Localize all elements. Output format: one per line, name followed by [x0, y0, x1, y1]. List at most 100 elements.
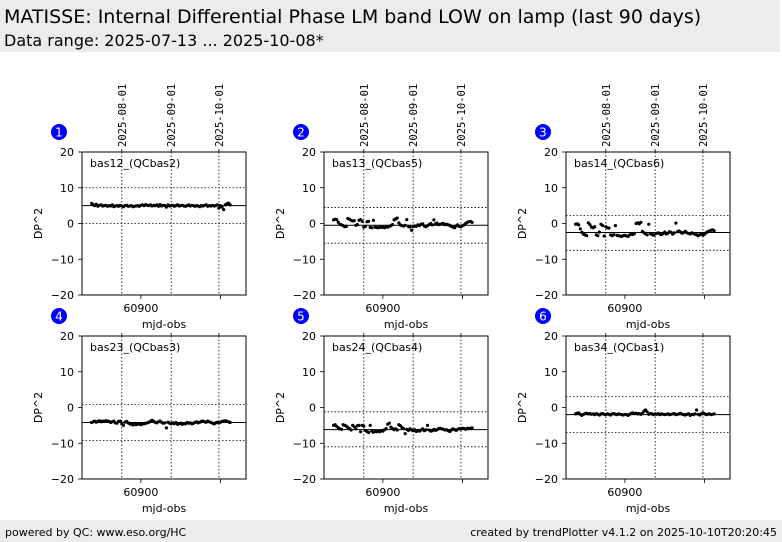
date-tick-label: 2025-08-01 — [359, 84, 371, 147]
date-tick-label: 2025-10-01 — [214, 84, 226, 147]
data-point — [164, 205, 168, 209]
data-point — [432, 218, 436, 222]
data-point — [712, 229, 716, 233]
data-point — [228, 203, 232, 207]
data-point — [352, 219, 356, 223]
data-point — [387, 421, 391, 425]
data-point — [470, 220, 474, 224]
plot-frame — [81, 335, 247, 480]
x-tick-label: 60900 — [607, 486, 642, 499]
panel-badge-number: 6 — [539, 310, 547, 324]
y-axis-label: DP^2 — [274, 208, 287, 239]
data-point — [647, 222, 651, 226]
data-point — [613, 224, 618, 228]
data-point — [217, 206, 221, 210]
data-point — [645, 410, 649, 414]
y-tick-label: 20 — [544, 146, 558, 159]
data-point — [577, 223, 581, 227]
data-range: Data range: 2025-07-13 ... 2025-10-08* — [4, 31, 324, 50]
panel-badge-circle — [535, 124, 551, 140]
data-point — [632, 231, 637, 236]
y-tick-label: 0 — [551, 402, 558, 415]
y-tick-label: 10 — [60, 182, 74, 195]
panel-2: 2 2025-08-01 2025-09-01 2025-10-01 20 10 0 −10 −… — [274, 84, 489, 331]
y-tick-label: −20 — [535, 473, 558, 486]
panel-badge-number: 2 — [297, 126, 305, 140]
data-point — [585, 234, 589, 238]
panel-5: 5 20 10 0 −10 −20 60900 mjd-obs DP^2 bas24_(QCbas… — [274, 308, 489, 515]
date-tick-label: 2025-10-01 — [456, 84, 468, 147]
data-point — [367, 430, 371, 435]
data-point — [228, 420, 232, 425]
panel-badge-circle — [293, 124, 309, 140]
data-point — [220, 205, 224, 209]
data-point — [384, 427, 388, 431]
panel-badge-circle — [51, 124, 67, 140]
data-point — [425, 423, 430, 427]
data-point — [164, 426, 168, 430]
date-tick-label: 2025-09-01 — [650, 84, 662, 147]
panel-badge-circle — [293, 308, 309, 324]
x-tick-label: 60900 — [365, 486, 400, 499]
data-point — [360, 219, 364, 223]
date-tick-label: 2025-10-01 — [698, 84, 710, 147]
header: MATISSE: Internal Differential Phase LM … — [0, 0, 780, 52]
date-tick-label: 2025-09-01 — [166, 84, 178, 147]
date-tick-label: 2025-08-01 — [601, 84, 613, 147]
y-axis-label: DP^2 — [32, 392, 45, 423]
created-by-text: created by trendPlotter v4.1.2 on 2025-1… — [470, 526, 777, 539]
data-point — [344, 224, 348, 228]
data-point — [674, 221, 678, 225]
y-tick-label: 10 — [60, 366, 74, 379]
data-point — [121, 423, 125, 427]
data-point — [362, 424, 366, 428]
panel-label: bas14_(QCbas6) — [574, 157, 664, 170]
data-point — [370, 226, 374, 230]
x-tick-label: 60900 — [123, 486, 158, 499]
data-point — [430, 223, 434, 227]
panel-label: bas23_(QCbas3) — [90, 341, 180, 354]
panel-badge-circle — [535, 308, 551, 324]
x-axis-label: mjd-obs — [384, 502, 429, 515]
data-point — [363, 224, 367, 228]
y-tick-label: 20 — [60, 146, 74, 159]
data-point — [408, 225, 412, 229]
data-point — [395, 428, 399, 432]
y-tick-label: 10 — [302, 182, 316, 195]
data-point — [597, 230, 602, 234]
y-tick-label: 20 — [302, 146, 316, 159]
data-point — [339, 427, 344, 431]
y-tick-label: −20 — [293, 473, 316, 486]
panel-label: bas24_(QCbas4) — [332, 341, 422, 354]
data-point — [645, 233, 649, 237]
x-tick-label: 60900 — [123, 302, 158, 315]
y-tick-label: −20 — [51, 473, 74, 486]
data-point — [222, 208, 226, 212]
panel-label: bas34_(QCbas1) — [574, 341, 664, 354]
y-tick-label: 10 — [544, 366, 558, 379]
data-point — [403, 432, 407, 436]
x-axis-label: mjd-obs — [384, 318, 429, 331]
y-tick-label: −20 — [293, 289, 316, 302]
data-point — [410, 228, 414, 232]
y-tick-label: 0 — [309, 218, 316, 231]
data-point — [390, 223, 395, 227]
y-axis-label: DP^2 — [516, 208, 529, 239]
data-point — [359, 430, 363, 434]
panel-6: 6 20 10 0 −10 −20 60900 mjd-obs DP^2 bas34_(QCbas… — [516, 308, 731, 515]
y-tick-label: 0 — [309, 402, 316, 415]
date-tick-label: 2025-09-01 — [408, 84, 420, 147]
data-point — [639, 220, 643, 224]
y-axis-label: DP^2 — [32, 208, 45, 239]
data-point — [405, 218, 409, 222]
data-point — [163, 421, 167, 425]
y-axis-label: DP^2 — [274, 392, 287, 423]
powered-by-text: powered by QC: www.eso.org/HC — [5, 526, 187, 539]
y-axis-label: DP^2 — [516, 392, 529, 423]
plot-frame — [565, 335, 731, 480]
panel-badge-number: 5 — [297, 310, 305, 324]
y-tick-label: 10 — [302, 366, 316, 379]
data-point — [402, 427, 406, 431]
y-tick-label: 0 — [551, 218, 558, 231]
